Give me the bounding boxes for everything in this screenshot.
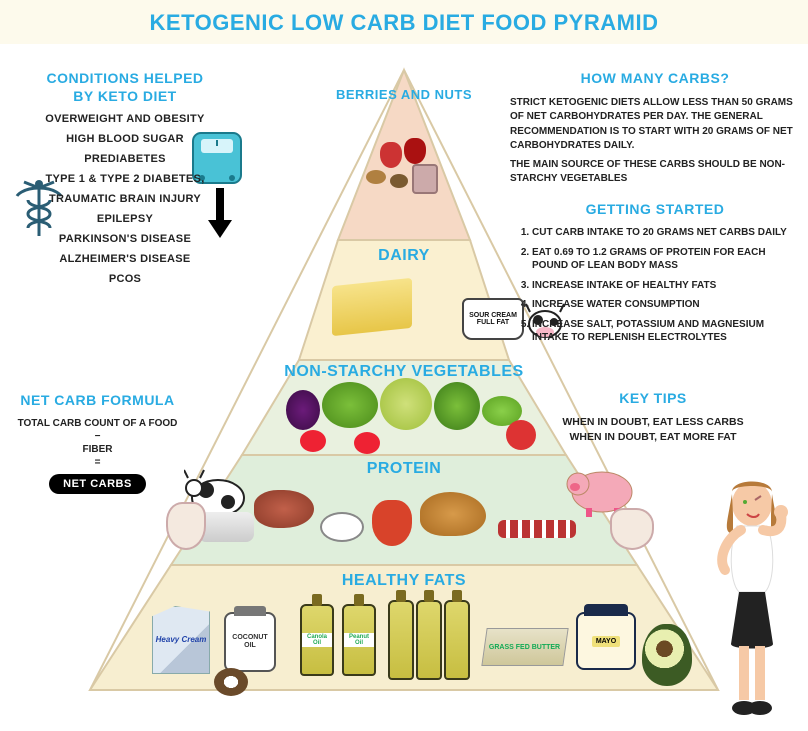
bacon-icon [498,520,576,538]
condition-item: Epilepsy [15,213,235,225]
condition-item: Traumatic Brain Injury [15,193,235,205]
carbs-section: How Many Carbs? Strict ketogenic diets a… [510,70,800,187]
getting-started-item: Cut carb intake to 20 grams net carbs da… [532,226,800,240]
broccoli-icon [322,382,378,428]
butter-icon: GRASS FED BUTTER [481,628,568,666]
lettuce-icon [380,378,432,430]
tier-label-fats: HEALTHY FATS [54,572,754,590]
peanut-oil-label: Peanut Oil [344,633,374,647]
net-carb-section: Net Carb Formula Total Carb Count of a F… [10,392,185,494]
olive-oil-3-icon [444,600,470,680]
netcarb-result: NET CARBS [49,474,146,494]
fish-icon [198,512,254,542]
key-tip: When in doubt, eat more fat [548,431,758,443]
heavy-cream-label: Heavy Cream [156,636,207,644]
sour-cream-label-2: FULL FAT [477,319,509,326]
mayo-label: MAYO [592,636,620,647]
getting-started-item: Increase salt, potassium and magnesium i… [532,318,800,345]
netcarb-heading: Net Carb Formula [10,392,185,410]
greens-icon [434,382,480,430]
conditions-section: Conditions Helped by Keto Diet Overweigh… [15,70,235,293]
carbs-body-1: Strict ketogenic diets allow less than 5… [510,96,800,154]
netcarb-line: = [10,457,185,468]
getting-started-item: Increase water consumption [532,298,800,312]
key-tips-section: Key Tips When in doubt, eat less carbs W… [548,390,758,446]
conditions-list: Overweight and Obesity High Blood Sugar … [15,113,235,285]
right-column: How Many Carbs? Strict ketogenic diets a… [510,70,800,359]
canola-oil-icon: Canola Oil [300,604,334,676]
butter-label: GRASS FED BUTTER [489,644,560,651]
roast-chicken-icon [420,492,486,536]
key-tip: When in doubt, eat less carbs [548,416,758,428]
key-tips-heading: Key Tips [548,390,758,408]
almond-icon [366,170,386,184]
condition-item: Alzheimer's Disease [15,253,235,265]
canola-oil-label: Canola Oil [302,633,332,647]
lobster-icon [372,500,412,546]
olive-oil-2-icon [416,600,442,680]
netcarb-line: Fiber [10,444,185,455]
lambchop-icon [166,502,206,550]
eggplant-icon [286,390,320,430]
coconut-oil-label: COCONUT OIL [226,634,274,649]
raspberry-icon [404,138,426,164]
conditions-heading-l1: Conditions Helped [46,70,203,86]
nuts-jar-icon [412,164,438,194]
heavy-cream-icon: Heavy Cream [152,606,210,674]
tomato-icon [300,430,326,452]
getting-started-section: Getting Started Cut carb intake to 20 gr… [510,201,800,345]
cheese-icon [332,278,412,336]
carbs-heading: How Many Carbs? [510,70,800,88]
carbs-body-2: The main source of these carbs should be… [510,158,800,187]
strawberry-icon [380,142,402,168]
condition-item: Type 1 & Type 2 Diabetes, [15,173,235,185]
title-band: KETOGENIC LOW CARB DIET FOOD PYRAMID [0,0,808,44]
getting-started-heading: Getting Started [510,201,800,219]
netcarb-line: Total Carb Count of a Food [10,418,185,429]
condition-item: Overweight and Obesity [15,113,235,125]
avocado-icon [642,624,692,686]
getting-started-list: Cut carb intake to 20 grams net carbs da… [510,226,800,345]
coconut-icon [214,668,248,696]
tier-label-veg: NON-STARCHY VEGETABLES [54,363,754,381]
condition-item: Parkinson's Disease [15,233,235,245]
getting-started-item: Increase intake of healthy fats [532,279,800,293]
pepper-icon [506,420,536,450]
olive-oil-1-icon [388,600,414,680]
conditions-heading: Conditions Helped by Keto Diet [15,70,235,105]
ribs-icon [610,508,654,550]
condition-item: Prediabetes [15,153,235,165]
conditions-heading-l2: by Keto Diet [73,88,177,104]
woman-icon [699,474,804,719]
mayo-jar-icon: MAYO [576,612,636,670]
tomato2-icon [354,432,380,454]
coconut-oil-icon: COCONUT OIL [224,612,276,672]
netcarb-line: − [10,431,185,442]
condition-item: High Blood Sugar [15,133,235,145]
condition-item: PCOS [15,273,235,285]
getting-started-item: Eat 0.69 to 1.2 grams of protein for eac… [532,246,800,273]
peanut-oil-icon: Peanut Oil [342,604,376,676]
walnut-icon [390,174,408,188]
steak-icon [254,490,314,528]
page-title: KETOGENIC LOW CARB DIET FOOD PYRAMID [0,10,808,36]
eggs-icon [320,512,364,542]
